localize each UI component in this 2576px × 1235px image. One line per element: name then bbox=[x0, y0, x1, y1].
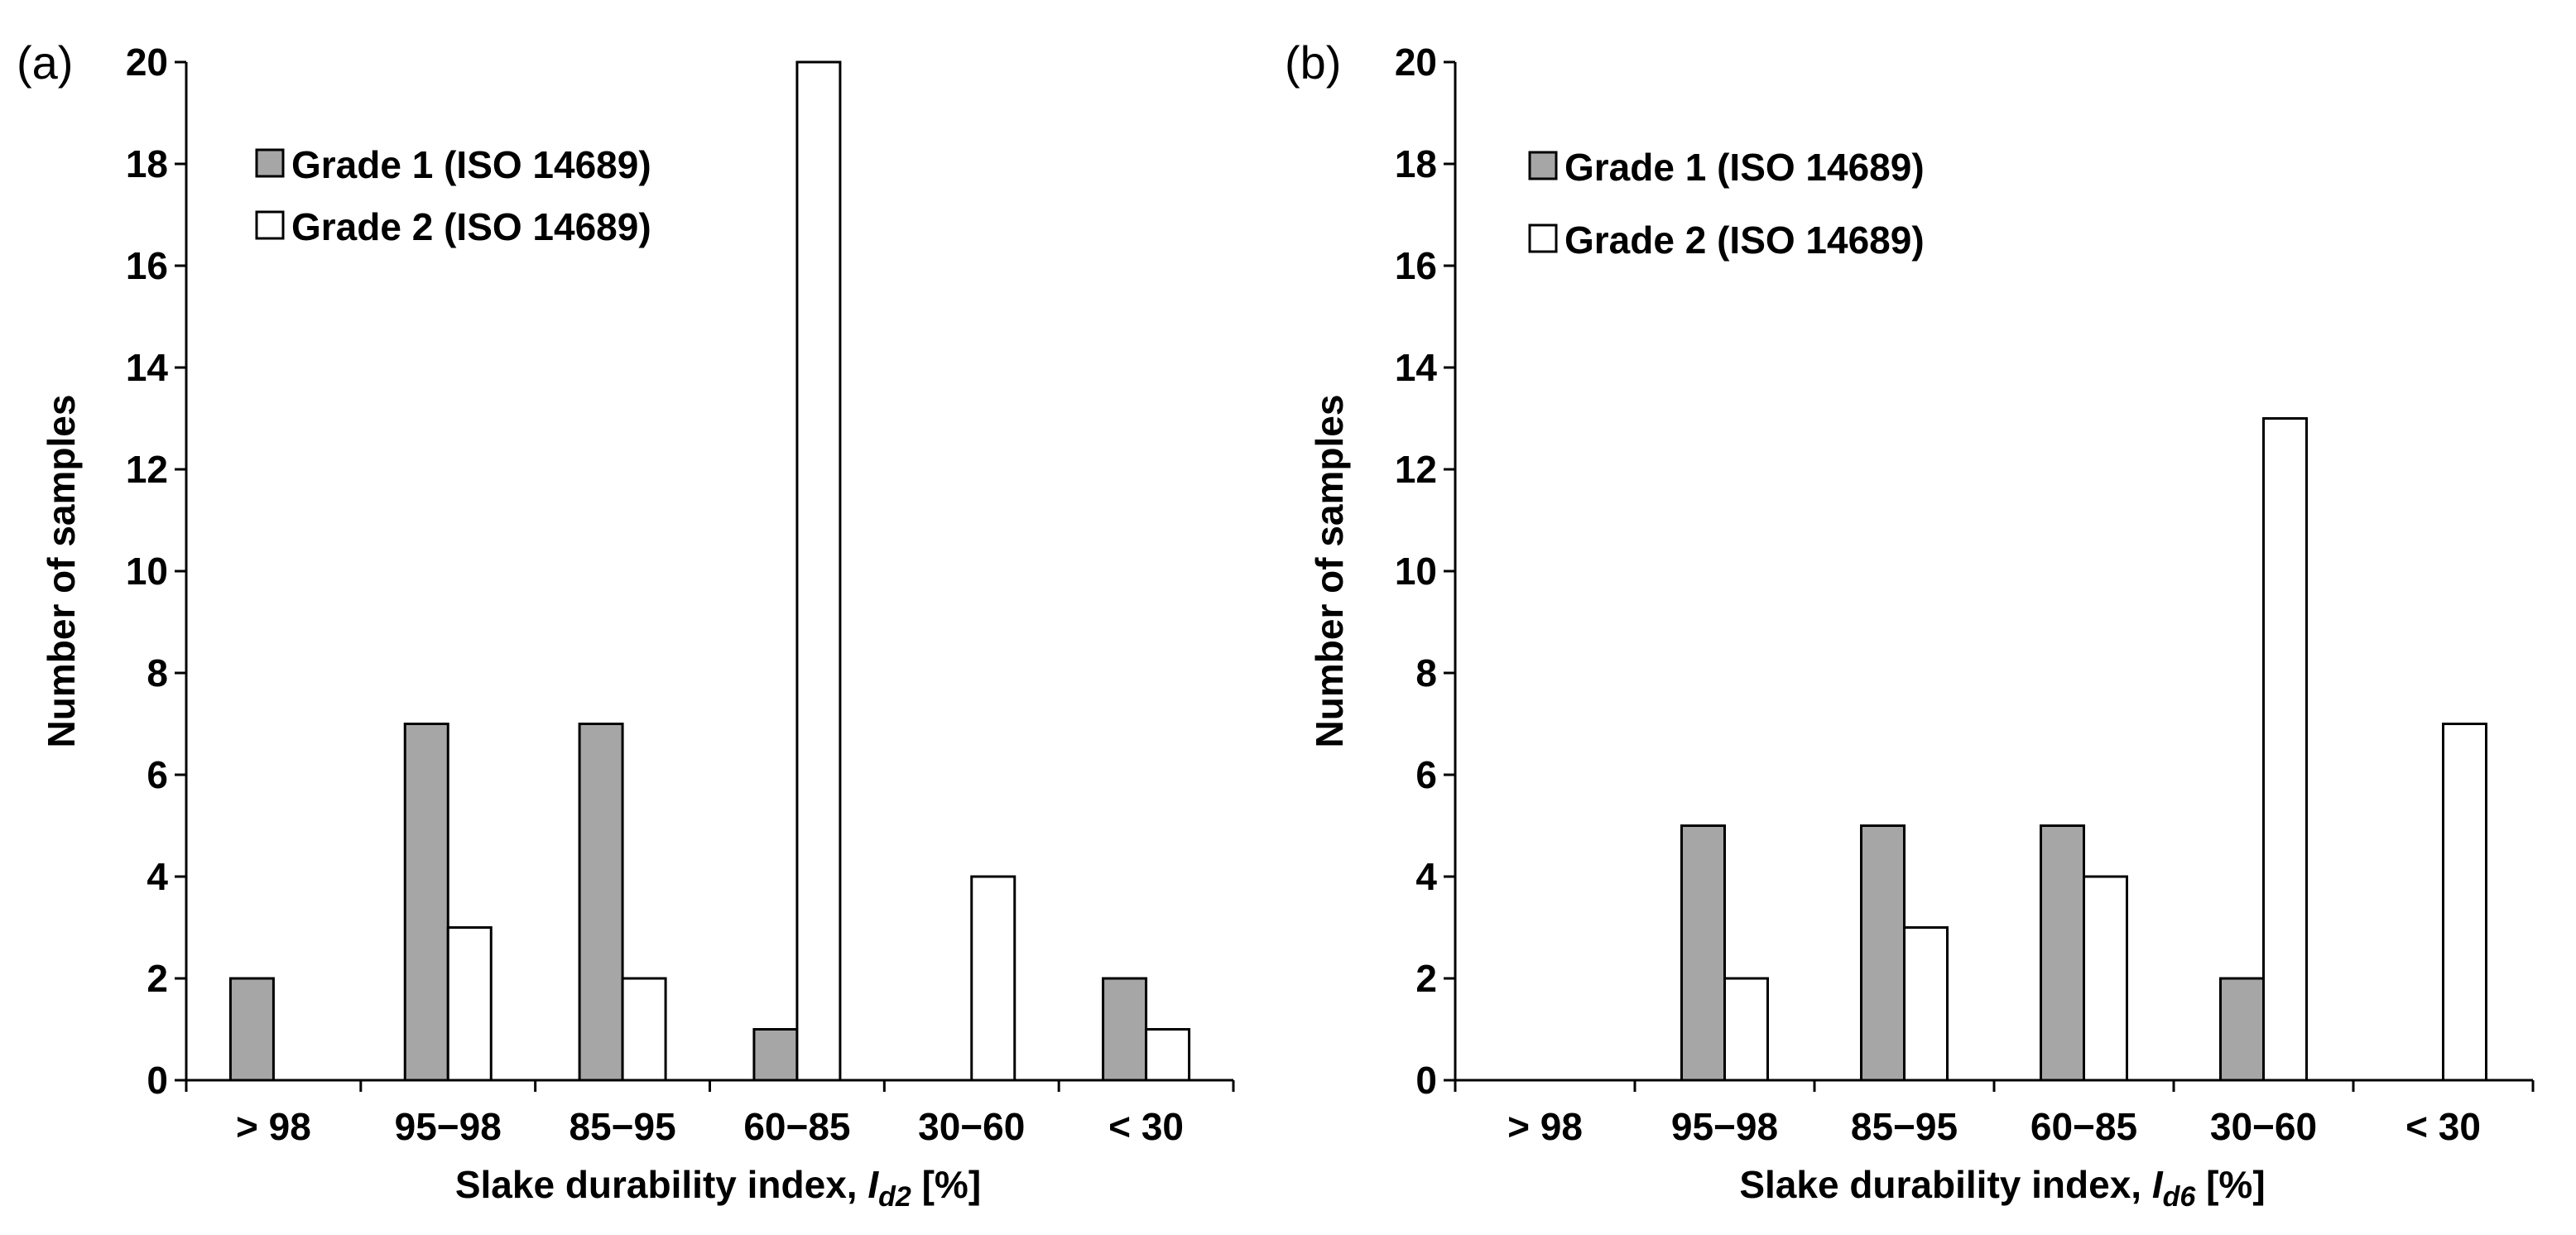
bar-grade1 bbox=[403, 723, 449, 1082]
chart-panel-b: (b) 0 2 4 6 8 10 12 14 16 18 20 > 98 95−98 85−95 60−85 3… bbox=[1285, 36, 2535, 1213]
bar-grade2 bbox=[2083, 875, 2128, 1082]
chart-panel-a: (a) 0 2 4 6 8 10 12 14 16 18 20 > 98 95−98 85−95 60−85 3… bbox=[17, 36, 1235, 1213]
bar-grade2 bbox=[2262, 417, 2308, 1082]
y-tick-label: 4 bbox=[1415, 855, 1437, 898]
x-tick-label: > 98 bbox=[1507, 1105, 1583, 1148]
y-tick-label: 12 bbox=[1395, 448, 1437, 491]
y-tick-label: 6 bbox=[1415, 753, 1437, 796]
x-tick-label: < 30 bbox=[1108, 1105, 1184, 1148]
bar-grade2 bbox=[2442, 723, 2487, 1082]
y-tick-label: 10 bbox=[1395, 550, 1437, 593]
y-tick-label: 0 bbox=[147, 1059, 168, 1102]
y-tick-label: 18 bbox=[1395, 142, 1437, 185]
legend-label-grade1: Grade 1 (ISO 14689) bbox=[1564, 146, 1925, 189]
bar-grade2 bbox=[1903, 926, 1949, 1082]
y-tick-label: 20 bbox=[126, 41, 168, 84]
x-tick-label: 95−98 bbox=[1671, 1105, 1778, 1148]
y-tick-label: 2 bbox=[1415, 957, 1437, 1000]
legend-label-grade2: Grade 2 (ISO 14689) bbox=[1564, 219, 1925, 262]
y-tick-label: 2 bbox=[147, 957, 168, 1000]
legend-label-grade2: Grade 2 (ISO 14689) bbox=[291, 205, 651, 248]
bar-grade2 bbox=[621, 977, 667, 1082]
y-axis-title: Number of samples bbox=[40, 395, 83, 748]
bar-grade1 bbox=[1102, 977, 1148, 1082]
bar-grade1 bbox=[1860, 824, 1906, 1082]
bar-grade2 bbox=[1145, 1028, 1191, 1082]
legend-swatch-grade1 bbox=[255, 148, 285, 178]
legend-swatch-grade1 bbox=[1528, 151, 1558, 180]
legend-swatch-grade2 bbox=[255, 210, 285, 240]
x-tick-label: < 30 bbox=[2405, 1105, 2481, 1148]
y-tick-label: 18 bbox=[126, 142, 168, 185]
bar-grade1 bbox=[228, 977, 275, 1082]
bar-grade2 bbox=[970, 875, 1016, 1082]
y-tick-label: 8 bbox=[1415, 651, 1437, 694]
y-tick-label: 16 bbox=[126, 244, 168, 287]
x-tick-label: > 98 bbox=[236, 1105, 311, 1148]
bar-grade2 bbox=[446, 926, 493, 1082]
y-tick-label: 20 bbox=[1395, 41, 1437, 84]
y-tick-label: 10 bbox=[126, 550, 168, 593]
x-tick-label: 85−95 bbox=[569, 1105, 675, 1148]
y-tick-label: 0 bbox=[1415, 1059, 1437, 1102]
bar-grade1 bbox=[1680, 824, 1726, 1082]
bar-grade1 bbox=[2040, 824, 2085, 1082]
x-tick-label: 60−85 bbox=[743, 1105, 850, 1148]
x-axis-title: Slake durability index, Id6 [%] bbox=[1739, 1163, 2265, 1213]
bar-grade2 bbox=[1723, 977, 1769, 1082]
x-axis-title: Slake durability index, Id2 [%] bbox=[455, 1163, 981, 1213]
y-tick-label: 6 bbox=[147, 753, 168, 796]
y-tick-label: 8 bbox=[147, 651, 168, 694]
legend-label-grade1: Grade 1 (ISO 14689) bbox=[291, 143, 651, 186]
x-tick-label: 60−85 bbox=[2031, 1105, 2137, 1148]
x-tick-label: 30−60 bbox=[2210, 1105, 2317, 1148]
y-tick-label: 14 bbox=[126, 346, 169, 389]
panel-label: (b) bbox=[1285, 36, 1341, 89]
bar-grade2 bbox=[795, 60, 842, 1082]
panel-label: (a) bbox=[17, 36, 73, 89]
legend-swatch-grade2 bbox=[1528, 223, 1558, 253]
x-tick-label: 30−60 bbox=[918, 1105, 1025, 1148]
x-tick-label: 95−98 bbox=[395, 1105, 502, 1148]
y-tick-label: 12 bbox=[126, 448, 168, 491]
y-axis-title: Number of samples bbox=[1308, 395, 1351, 748]
bar-grade1 bbox=[2219, 977, 2265, 1082]
y-tick-label: 4 bbox=[147, 855, 168, 898]
bar-grade1 bbox=[752, 1028, 799, 1082]
x-tick-label: 85−95 bbox=[1851, 1105, 1958, 1148]
y-tick-label: 16 bbox=[1395, 244, 1437, 287]
bar-grade1 bbox=[578, 723, 624, 1082]
y-tick-label: 14 bbox=[1395, 346, 1438, 389]
